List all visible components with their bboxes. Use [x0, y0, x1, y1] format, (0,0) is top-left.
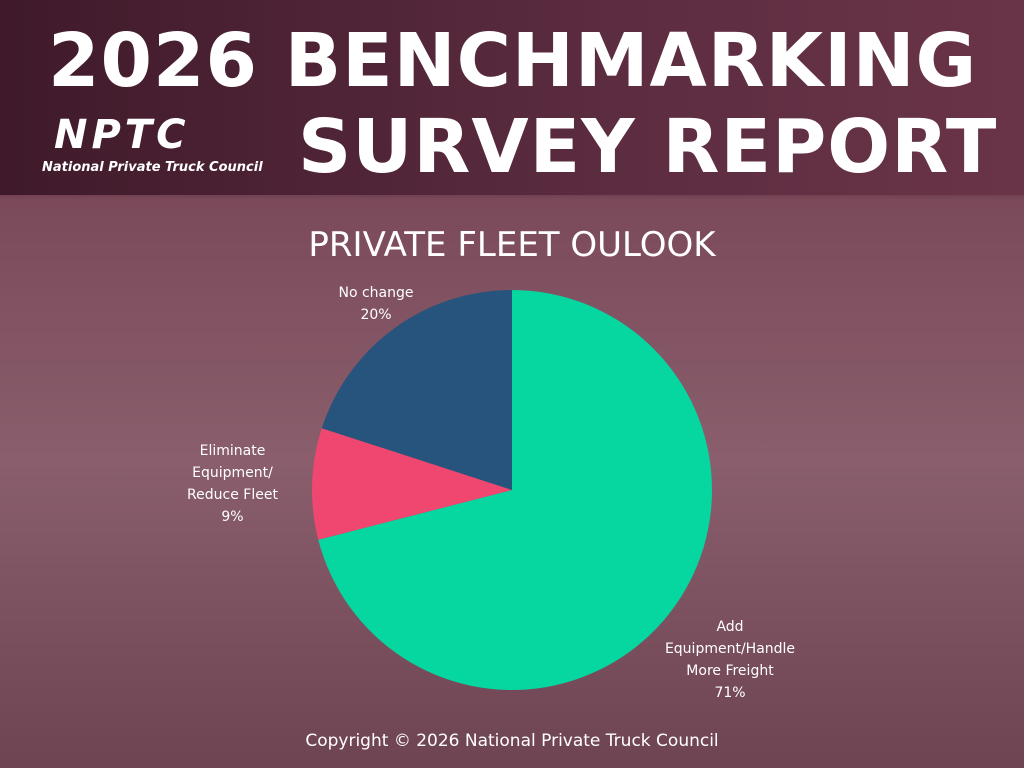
pie-slice: [318, 290, 713, 690]
value-label: 20%: [360, 307, 392, 323]
pie-slice: [311, 428, 512, 540]
value-label: 71%: [714, 685, 746, 701]
slice-label: Add Equipment/Handle More Freight: [664, 619, 796, 679]
value-label: 9%: [221, 509, 244, 525]
logo: NPTC National Private Truck Council: [42, 112, 267, 184]
copyright: Copyright © 2026 National Private Truck …: [305, 731, 719, 751]
header-band: [0, 0, 1024, 195]
logo-name: National Private Truck Council: [42, 160, 263, 175]
title-line: SURVEY REPORT: [298, 104, 998, 190]
logo-mark: NPTC: [54, 112, 190, 158]
pie-slice: [321, 290, 512, 490]
chart-title: PRIVATE FLEET OULOOK: [308, 225, 716, 265]
title-line: 2026 BENCHMARKING: [48, 18, 978, 104]
slice-label: No change: [338, 285, 414, 301]
slice-label: Eliminate Equipment/ Reduce Fleet: [187, 443, 278, 503]
